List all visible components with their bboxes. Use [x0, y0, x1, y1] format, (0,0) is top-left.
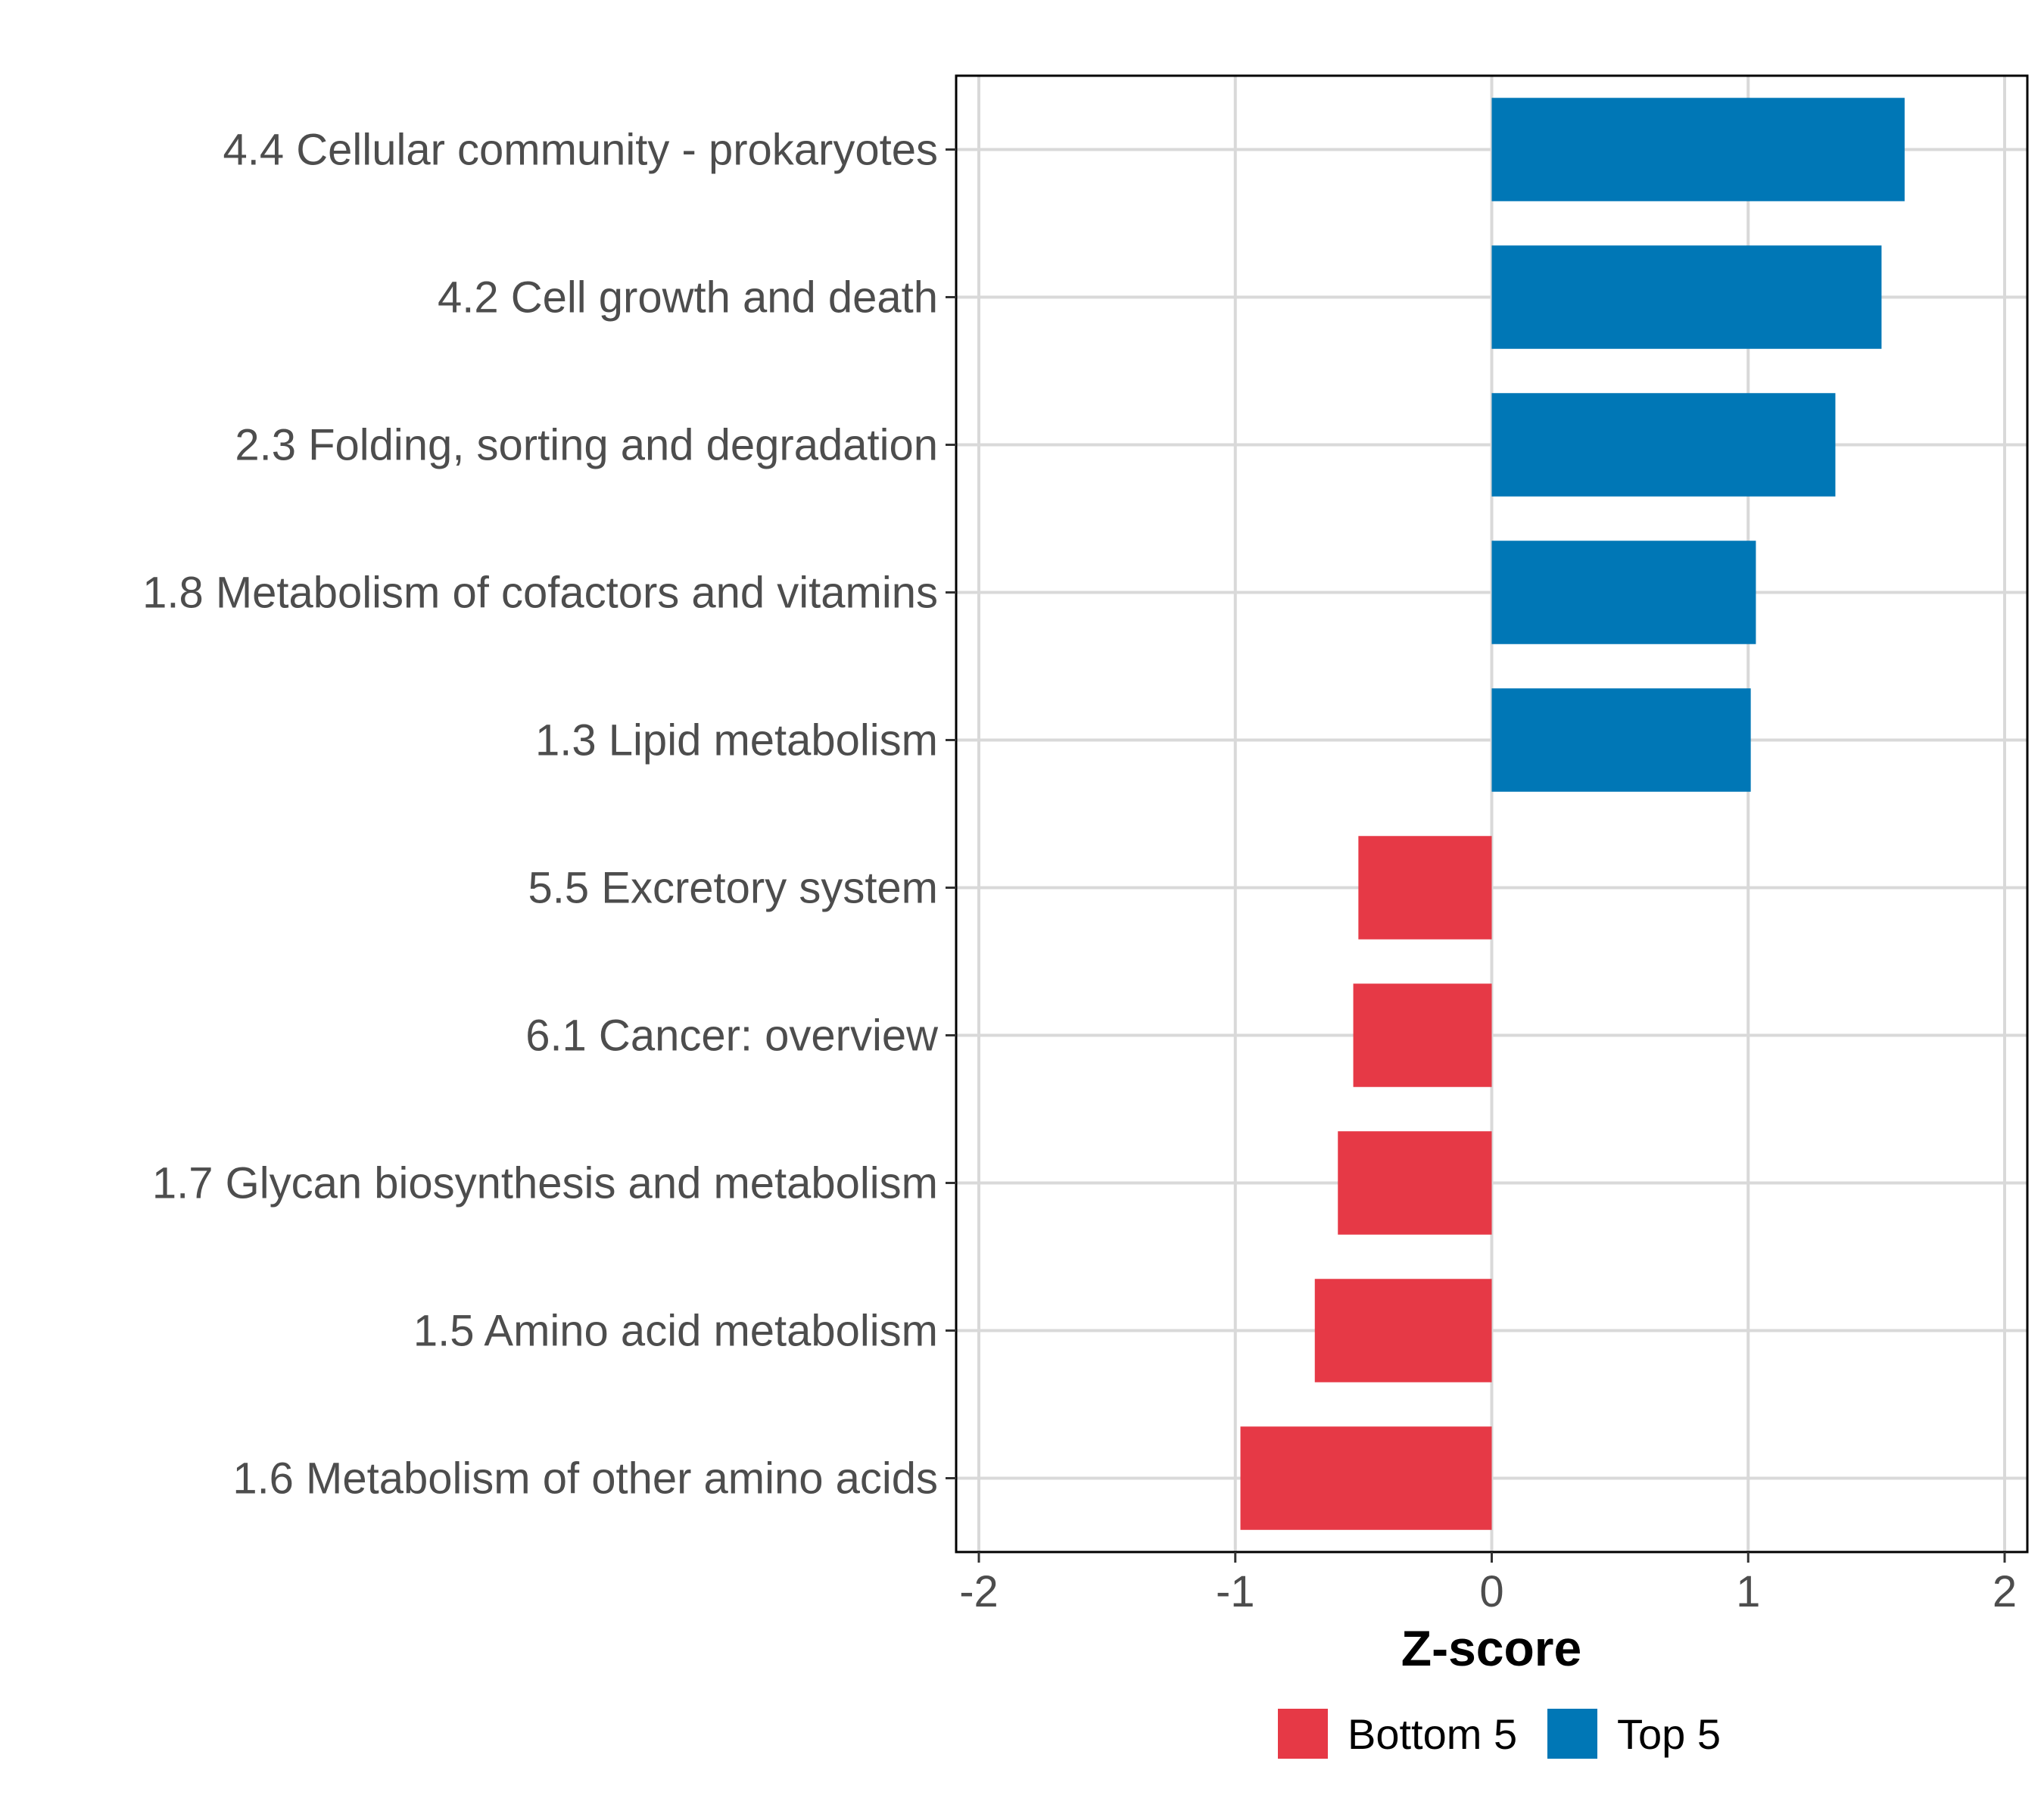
category-label: 4.4 Cellular community - prokaryotes	[223, 126, 938, 175]
bar	[1314, 1279, 1492, 1382]
x-tick-label: 2	[1993, 1567, 2017, 1616]
bar	[1358, 836, 1492, 940]
x-tick-label: -1	[1216, 1567, 1255, 1616]
legend-swatch	[1547, 1709, 1597, 1759]
category-label: 1.7 Glycan biosynthesis and metabolism	[152, 1159, 938, 1208]
legend: Bottom 5 Top 5	[1278, 1709, 1721, 1759]
x-tick-label: -2	[959, 1567, 999, 1616]
category-label: 6.1 Cancer: overview	[525, 1011, 939, 1061]
category-label: 2.3 Folding, sorting and degradation	[235, 421, 938, 470]
bar	[1491, 98, 1905, 201]
category-label: 5.5 Excretory system	[528, 864, 938, 913]
legend-label: Top 5	[1617, 1710, 1721, 1758]
category-label: 1.5 Amino acid metabolism	[413, 1307, 938, 1356]
bar	[1491, 688, 1751, 792]
bar	[1491, 393, 1836, 497]
bar	[1240, 1426, 1492, 1530]
legend-swatch	[1278, 1709, 1328, 1759]
category-label: 1.8 Metabolism of cofactors and vitamins	[142, 569, 938, 618]
category-label: 1.6 Metabolism of other amino acids	[232, 1454, 938, 1504]
bar	[1353, 983, 1492, 1087]
bar	[1338, 1131, 1492, 1235]
bar	[1491, 541, 1756, 644]
legend-label: Bottom 5	[1348, 1710, 1517, 1758]
bar-layer	[1240, 98, 1905, 1530]
x-tick-label: 1	[1736, 1567, 1760, 1616]
category-label: 4.2 Cell growth and death	[438, 273, 938, 323]
x-tick-label: 0	[1479, 1567, 1503, 1616]
category-label: 1.3 Lipid metabolism	[535, 716, 938, 765]
x-axis-title: Z-score	[1401, 1620, 1581, 1676]
axis-layer: -2 -1 0 1 2 4.4 Cellular community - prokaryo…	[142, 126, 2017, 1617]
bar	[1491, 245, 1882, 349]
